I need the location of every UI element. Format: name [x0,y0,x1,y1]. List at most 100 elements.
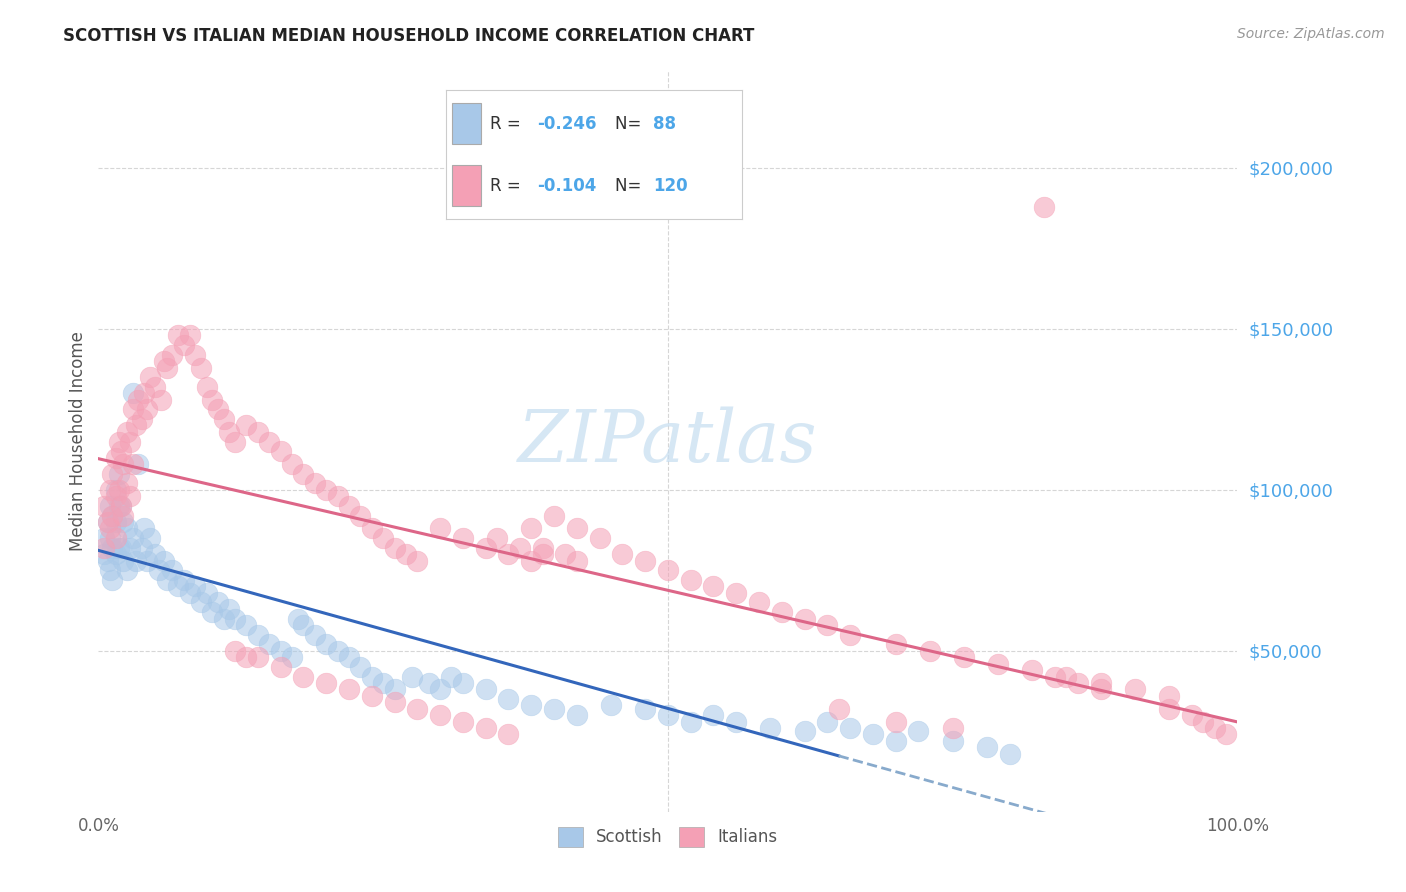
Point [259,434,281,449]
Point [401,669,423,683]
Point [612,547,634,561]
Point [259,637,281,651]
Point [384,695,406,709]
Point [101,573,124,587]
Point [349,660,371,674]
Point [337,682,360,697]
Point [451,714,474,729]
Point [125,554,148,568]
Point [907,724,929,739]
Point [509,541,531,555]
Point [828,702,851,716]
Point [136,402,159,417]
Point [145,547,167,561]
Point [115,563,138,577]
Point [942,721,965,735]
Point [565,554,588,568]
Point [679,714,702,729]
Point [543,702,565,716]
Point [212,611,235,625]
Point [98,483,121,497]
Point [195,586,218,600]
Point [360,521,382,535]
Point [93,499,115,513]
Point [131,541,153,555]
Point [246,628,269,642]
Point [349,508,371,523]
Point [1123,682,1146,697]
Point [120,489,142,503]
Point [120,434,142,449]
Point [429,521,451,535]
Point [326,644,349,658]
Point [384,541,406,555]
Point [839,628,862,642]
Point [1181,708,1204,723]
Point [136,554,159,568]
Point [531,541,554,555]
Point [104,483,127,497]
Point [531,547,554,561]
Point [184,348,207,362]
Point [292,467,315,481]
Point [104,450,127,465]
Point [304,476,326,491]
Point [132,521,155,535]
Point [839,721,862,735]
Point [153,354,176,368]
Point [246,425,269,439]
Point [156,573,179,587]
Point [1090,682,1112,697]
Point [145,380,167,394]
Point [406,702,429,716]
Point [498,547,520,561]
Point [634,554,657,568]
Point [110,541,132,555]
Point [101,508,124,523]
Point [195,380,218,394]
Point [201,392,224,407]
Point [976,740,998,755]
Point [1204,721,1226,735]
Point [326,489,349,503]
Point [121,386,143,401]
Point [498,727,520,741]
Point [110,499,132,513]
Point [953,650,976,665]
Point [759,721,782,735]
Point [474,541,496,555]
Point [108,483,131,497]
Point [104,489,127,503]
Point [96,515,118,529]
Point [98,499,121,513]
Point [1157,689,1180,703]
Point [201,605,224,619]
Point [770,605,793,619]
Point [110,444,132,458]
Point [520,554,543,568]
Point [474,721,496,735]
Point [793,724,815,739]
Point [418,676,440,690]
Point [112,508,135,523]
Point [110,499,132,513]
Point [108,541,131,555]
Point [793,611,815,625]
Point [884,637,907,651]
Point [451,531,474,545]
Point [138,370,160,384]
Point [815,618,838,632]
Point [96,515,118,529]
Point [588,531,610,545]
Point [554,547,576,561]
Point [101,508,124,523]
Point [112,457,135,471]
Point [138,531,160,545]
Point [162,348,184,362]
Point [918,644,941,658]
Point [287,611,309,625]
Point [498,692,520,706]
Point [104,547,127,561]
Point [315,637,337,651]
Point [1090,676,1112,690]
